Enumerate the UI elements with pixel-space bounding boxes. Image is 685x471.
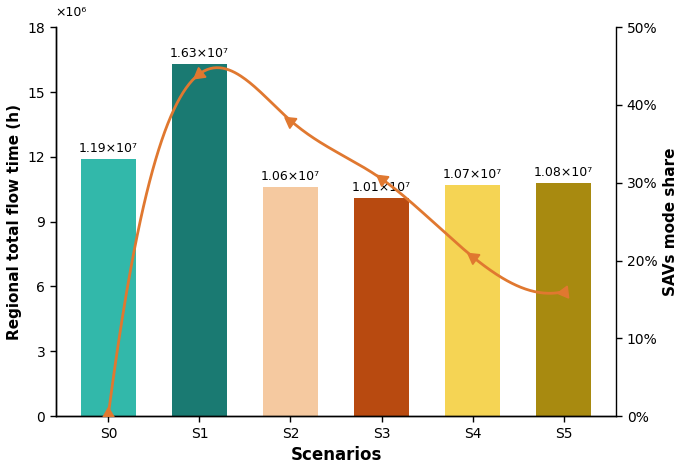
X-axis label: Scenarios: Scenarios xyxy=(290,446,382,464)
Y-axis label: Regional total flow time (h): Regional total flow time (h) xyxy=(7,104,22,340)
Bar xyxy=(354,198,409,416)
Bar xyxy=(263,187,318,416)
Bar xyxy=(536,183,591,416)
Text: 1.07×10⁷: 1.07×10⁷ xyxy=(443,168,502,181)
Text: 1.08×10⁷: 1.08×10⁷ xyxy=(534,166,593,179)
Text: 1.06×10⁷: 1.06×10⁷ xyxy=(261,170,320,183)
Y-axis label: SAVs mode share: SAVs mode share xyxy=(663,147,678,296)
Text: 1.19×10⁷: 1.19×10⁷ xyxy=(79,142,138,155)
Text: ×10⁶: ×10⁶ xyxy=(55,7,87,19)
Bar xyxy=(81,159,136,416)
Bar xyxy=(445,185,500,416)
Bar xyxy=(172,64,227,416)
Text: 1.01×10⁷: 1.01×10⁷ xyxy=(352,181,411,194)
Text: 1.63×10⁷: 1.63×10⁷ xyxy=(170,47,229,60)
